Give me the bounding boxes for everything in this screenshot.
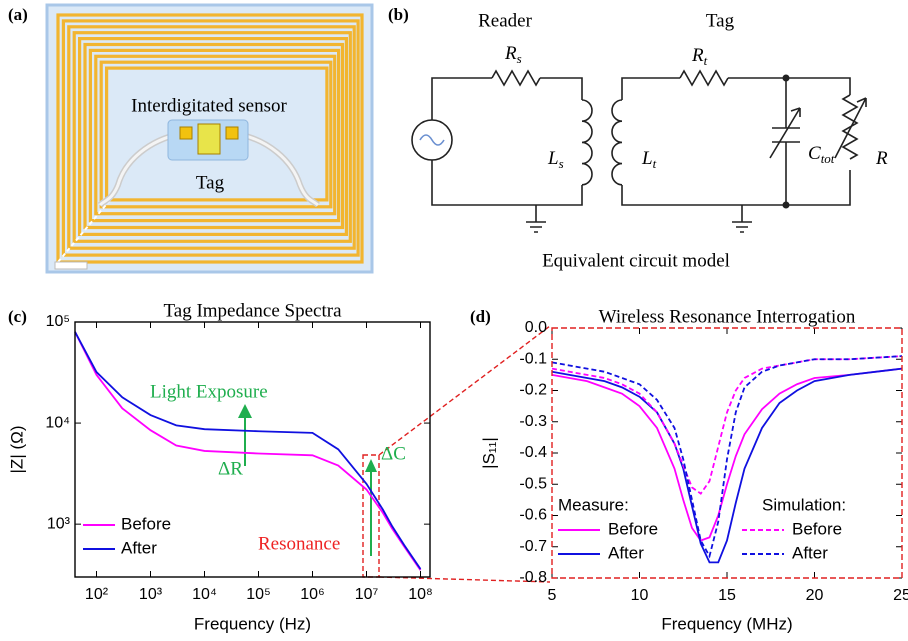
y-tick-label: 0.0 — [525, 319, 547, 336]
y-tick-label: -0.6 — [519, 507, 547, 524]
ground — [526, 205, 546, 232]
x-tick-label: 10⁸ — [408, 586, 433, 603]
symbol: L — [547, 148, 559, 169]
x-tick-label: 25 — [893, 587, 908, 604]
reader-wire — [432, 78, 582, 205]
annotation: ΔR — [218, 458, 243, 479]
annotation: Light Exposure — [150, 381, 268, 402]
x-tick-label: 5 — [548, 587, 557, 604]
x-tick-label: 10⁶ — [300, 586, 324, 603]
tag-label: Tag — [706, 10, 735, 31]
annotation: Resonance — [258, 533, 340, 554]
node — [783, 75, 790, 82]
component-label: Lt — [641, 148, 657, 171]
y-axis-label: |Z| (Ω) — [7, 426, 26, 474]
x-tick-label: 20 — [806, 587, 824, 604]
x-axis-label: Frequency (Hz) — [194, 614, 311, 633]
legend-title: Simulation: — [762, 495, 846, 514]
sensor-pad — [226, 127, 238, 139]
x-tick-label: 15 — [718, 587, 736, 604]
arrow-head — [238, 404, 252, 418]
sensor-label: Interdigitated sensor — [131, 95, 287, 116]
node — [783, 202, 790, 209]
y-tick-label: -0.4 — [519, 444, 547, 461]
circuit — [412, 71, 866, 232]
series-line — [552, 356, 902, 494]
tag-label: Tag — [196, 172, 225, 193]
panel-label: (d) — [470, 307, 491, 326]
x-tick-label: 10 — [631, 587, 649, 604]
x-tick-label: 10⁵ — [246, 586, 270, 603]
x-tick-label: 10³ — [139, 586, 163, 603]
y-tick-label: -0.1 — [519, 350, 547, 367]
legend-label: After — [792, 543, 828, 562]
symbol: R — [504, 43, 517, 64]
ground — [732, 205, 752, 232]
series-line — [552, 356, 902, 556]
legend-title: Measure: — [558, 495, 629, 514]
reader-label: Reader — [478, 10, 532, 31]
y-tick-label: 10⁵ — [46, 313, 70, 330]
component-label: R — [875, 148, 888, 169]
coil-pad — [55, 262, 87, 269]
x-axis-label: Frequency (MHz) — [661, 614, 792, 633]
symbol: L — [641, 148, 653, 169]
panel-label: (c) — [8, 307, 27, 326]
legend-label: Before — [608, 519, 658, 538]
y-tick-label: 10⁴ — [45, 414, 70, 431]
chart-title: Tag Impedance Spectra — [163, 300, 342, 321]
resistor — [843, 95, 857, 159]
subscript: s — [517, 51, 522, 66]
annotation: ΔC — [381, 443, 406, 464]
symbol: R — [691, 45, 704, 66]
arrow-head — [365, 459, 377, 472]
resistor — [680, 71, 728, 85]
inductor — [582, 100, 592, 185]
component-label: Ls — [547, 148, 564, 171]
y-tick-label: -0.2 — [519, 382, 547, 399]
component-label: Rt — [691, 45, 708, 68]
x-tick-label: 10² — [85, 586, 109, 603]
inductor — [612, 100, 622, 185]
y-tick-label: 10³ — [47, 515, 71, 532]
ac-symbol — [420, 135, 444, 145]
y-tick-label: -0.8 — [519, 569, 547, 586]
panel-label: (a) — [8, 5, 28, 24]
tunable-arrow — [835, 98, 866, 158]
subscript: t — [704, 53, 708, 68]
sensor-pad — [180, 127, 192, 139]
legend-label: Before — [792, 519, 842, 538]
x-tick-label: 10⁷ — [355, 586, 379, 603]
caption: Equivalent circuit model — [542, 250, 730, 271]
legend-label: Before — [121, 514, 171, 533]
resistor — [492, 71, 540, 85]
component-label: Rs — [504, 43, 522, 66]
chart-title: Wireless Resonance Interrogation — [599, 306, 856, 327]
y-axis-label: |S₁₁| — [479, 437, 498, 469]
legend-label: After — [121, 538, 157, 557]
y-tick-label: -0.3 — [519, 413, 547, 430]
series-line — [75, 332, 420, 570]
component-label: Ctot — [808, 143, 835, 166]
series-line — [552, 369, 902, 541]
symbol: R — [875, 148, 888, 169]
y-tick-label: -0.7 — [519, 538, 547, 555]
panel-label: (b) — [388, 5, 409, 24]
y-tick-label: -0.5 — [519, 475, 547, 492]
subscript: tot — [821, 151, 835, 166]
subscript: t — [653, 156, 657, 171]
subscript: s — [559, 156, 564, 171]
tunable-arrow — [770, 108, 800, 158]
x-tick-label: 10⁴ — [192, 586, 217, 603]
interdigitated-electrode — [198, 124, 220, 154]
legend-label: After — [608, 543, 644, 562]
tag-wire — [622, 78, 850, 205]
symbol: C — [808, 143, 821, 164]
figure: (a) Interdigitated sensor Tag (b) Reader… — [0, 0, 908, 641]
